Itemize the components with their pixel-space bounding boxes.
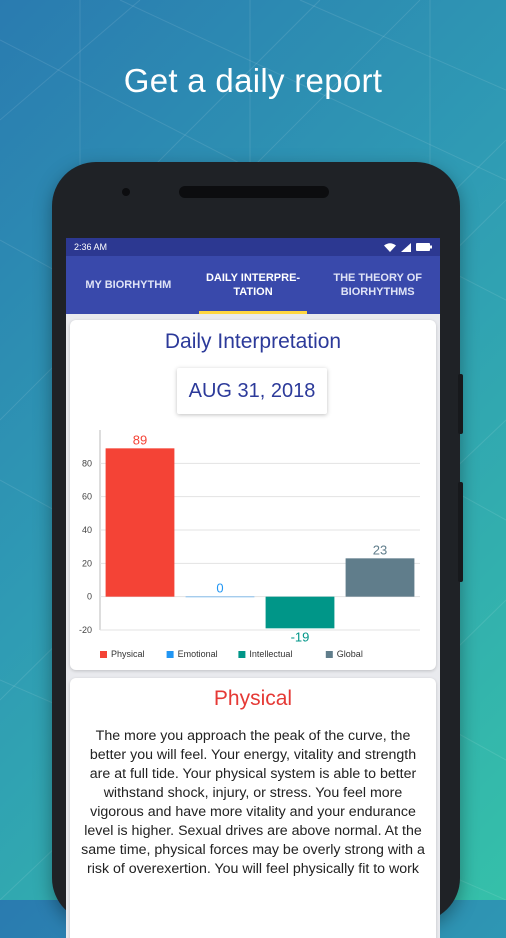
- biorhythm-bar-chart: -20 0 20 40 60 80 89 0 -19 23 Physical Emotional Int…: [79, 430, 420, 659]
- front-camera: [122, 188, 130, 196]
- wifi-icon: [384, 242, 396, 252]
- physical-description: The more you approach the peak of the cu…: [81, 728, 425, 877]
- data-label-physical: 89: [133, 432, 147, 447]
- legend-swatch-global: [325, 651, 333, 658]
- bar-global: [345, 558, 415, 597]
- tab-bar: MY BIORHYTHM DAILY INTERPRE- TATION THE …: [66, 256, 440, 314]
- legend-swatch-intellectual: [238, 651, 246, 658]
- tab-daily-interpretation[interactable]: DAILY INTERPRE- TATION: [191, 256, 316, 314]
- bar-physical: [105, 448, 175, 597]
- data-label-emotional: 0: [216, 581, 223, 596]
- status-time: 2:36 AM: [74, 242, 108, 252]
- daily-interpretation-card: Daily Interpretation AUG 31, 2018 -20 0 20…: [70, 320, 436, 670]
- bar-intellectual: [265, 596, 335, 629]
- legend-label-physical: Physical: [111, 649, 145, 659]
- card-title: Daily Interpretation: [164, 330, 342, 353]
- legend-swatch-emotional: [166, 651, 174, 658]
- volume-button: [458, 482, 463, 582]
- battery-icon: [416, 243, 432, 251]
- legend-label-intellectual: Intellectual: [249, 649, 292, 659]
- phone-frame: 2:36 AM MY BIORHYTHM DAILY INTERPRE- TAT…: [52, 162, 463, 938]
- physical-card: Physical The more you approach the peak …: [70, 678, 436, 938]
- headline: Get a daily report: [123, 62, 383, 99]
- legend-swatch-physical: [100, 651, 107, 658]
- y-tick-label: -20: [79, 625, 92, 635]
- speaker-grille: [179, 186, 329, 198]
- y-tick-label: 60: [82, 492, 92, 502]
- y-tick-label: 20: [82, 558, 92, 568]
- data-label-intellectual: -19: [291, 629, 310, 644]
- legend-label-emotional: Emotional: [178, 649, 218, 659]
- legend-label-global: Global: [337, 649, 363, 659]
- signal-icon: [401, 242, 411, 252]
- bar-emotional: [185, 596, 255, 598]
- data-label-global: 23: [373, 542, 387, 557]
- date-selector[interactable]: AUG 31, 2018: [177, 368, 327, 414]
- tab-theory-of-biorhythms[interactable]: THE THEORY OF BIORHYTHMS: [333, 272, 422, 298]
- y-tick-label: 0: [87, 592, 92, 602]
- power-button: [458, 374, 463, 434]
- tab-my-biorhythm[interactable]: MY BIORHYTHM: [85, 279, 172, 291]
- y-tick-label: 80: [82, 458, 92, 468]
- y-tick-label: 40: [82, 525, 92, 535]
- status-bar: 2:36 AM: [66, 238, 440, 256]
- phone-screen: 2:36 AM MY BIORHYTHM DAILY INTERPRE- TAT…: [66, 238, 440, 938]
- physical-title: Physical: [213, 687, 293, 710]
